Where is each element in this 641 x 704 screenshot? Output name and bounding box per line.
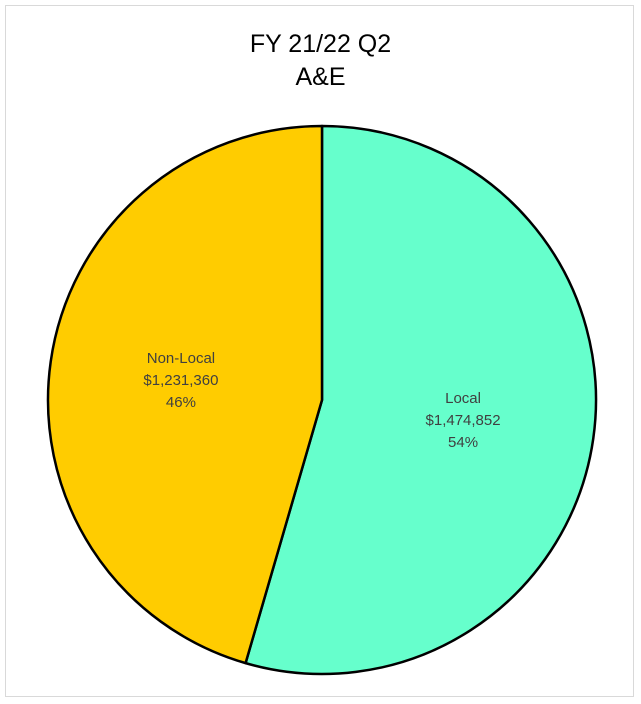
data-label-percent-local: 54% (448, 434, 478, 451)
data-label-name-non-local: Non-Local (147, 350, 215, 367)
data-label-value-non-local: $1,231,360 (143, 372, 218, 389)
chart-title-line-1: FY 21/22 Q2 (249, 30, 392, 58)
data-label-name-local: Local (445, 390, 481, 407)
data-label-value-local: $1,474,852 (426, 412, 501, 429)
pie-slice-local (244, 124, 598, 676)
pie-slice-non-local (46, 124, 324, 665)
chart-title-line-2: A&E (295, 63, 346, 91)
data-label-percent-non-local: 46% (166, 394, 196, 411)
